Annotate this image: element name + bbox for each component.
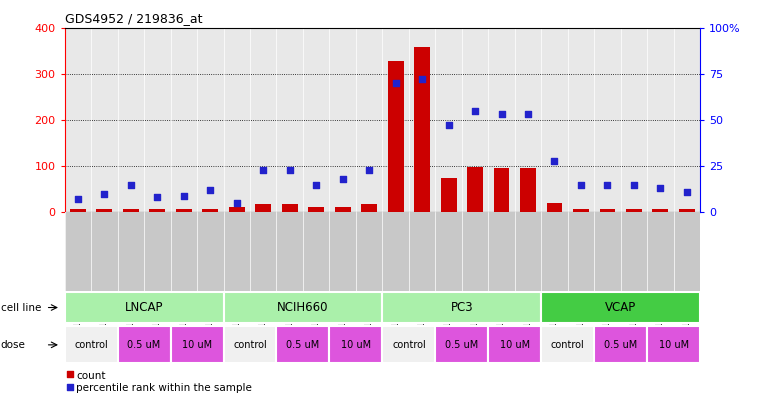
Text: NCIH660: NCIH660: [277, 301, 329, 314]
Point: [64, 371, 76, 377]
Point: [628, 181, 640, 187]
Bar: [520, 168, 536, 212]
Point: [204, 187, 216, 193]
Bar: [600, 209, 616, 212]
Bar: [647, 326, 700, 364]
Text: 10 uM: 10 uM: [341, 340, 371, 350]
Point: [495, 111, 508, 118]
Bar: [382, 326, 435, 364]
Point: [72, 196, 84, 202]
Point: [654, 185, 667, 191]
Point: [310, 181, 323, 187]
Text: 0.5 uM: 0.5 uM: [604, 340, 637, 350]
Bar: [626, 209, 642, 212]
Bar: [65, 292, 224, 323]
Bar: [414, 47, 430, 212]
Text: 0.5 uM: 0.5 uM: [286, 340, 320, 350]
Bar: [594, 326, 647, 364]
Bar: [97, 209, 113, 212]
Bar: [176, 209, 192, 212]
Point: [64, 384, 76, 390]
Bar: [255, 204, 271, 212]
Text: control: control: [233, 340, 267, 350]
Point: [257, 167, 269, 173]
Point: [390, 80, 402, 86]
Point: [681, 189, 693, 195]
Bar: [123, 209, 139, 212]
Text: VCAP: VCAP: [605, 301, 636, 314]
Text: control: control: [551, 340, 584, 350]
Text: 10 uM: 10 uM: [500, 340, 530, 350]
Bar: [118, 326, 170, 364]
Text: 0.5 uM: 0.5 uM: [128, 340, 161, 350]
Point: [549, 157, 561, 163]
Point: [98, 191, 110, 197]
Bar: [276, 326, 330, 364]
Point: [469, 107, 481, 114]
Bar: [202, 209, 218, 212]
Text: count: count: [76, 371, 106, 382]
Point: [416, 76, 428, 83]
Point: [178, 193, 190, 199]
Text: 10 uM: 10 uM: [658, 340, 689, 350]
Bar: [70, 209, 86, 212]
Point: [363, 167, 375, 173]
Point: [284, 167, 296, 173]
Bar: [679, 209, 695, 212]
Text: control: control: [75, 340, 108, 350]
Bar: [335, 207, 351, 212]
Text: LNCAP: LNCAP: [125, 301, 164, 314]
Point: [601, 181, 613, 187]
Bar: [149, 209, 165, 212]
Bar: [308, 207, 324, 212]
Bar: [652, 209, 668, 212]
Point: [151, 194, 164, 200]
Text: 10 uM: 10 uM: [182, 340, 212, 350]
Text: dose: dose: [1, 340, 26, 350]
Bar: [467, 167, 483, 212]
Text: PC3: PC3: [451, 301, 473, 314]
Text: percentile rank within the sample: percentile rank within the sample: [76, 383, 252, 393]
Point: [231, 200, 243, 206]
Bar: [382, 292, 541, 323]
Bar: [546, 203, 562, 212]
Text: cell line: cell line: [1, 303, 41, 312]
Point: [575, 181, 587, 187]
Point: [442, 122, 454, 129]
Bar: [489, 326, 541, 364]
Bar: [441, 178, 457, 212]
Bar: [282, 204, 298, 212]
Text: 0.5 uM: 0.5 uM: [445, 340, 479, 350]
Bar: [229, 207, 245, 212]
Bar: [573, 209, 589, 212]
Bar: [224, 292, 382, 323]
Bar: [435, 326, 489, 364]
Bar: [494, 168, 510, 212]
Point: [522, 111, 534, 118]
Bar: [387, 61, 403, 212]
Bar: [361, 204, 377, 212]
Bar: [170, 326, 224, 364]
Bar: [224, 326, 276, 364]
Text: GDS4952 / 219836_at: GDS4952 / 219836_at: [65, 12, 202, 25]
Text: control: control: [392, 340, 425, 350]
Bar: [330, 326, 382, 364]
Bar: [65, 326, 118, 364]
Bar: [541, 326, 594, 364]
Bar: [541, 292, 700, 323]
Point: [336, 176, 349, 182]
Point: [125, 181, 137, 187]
